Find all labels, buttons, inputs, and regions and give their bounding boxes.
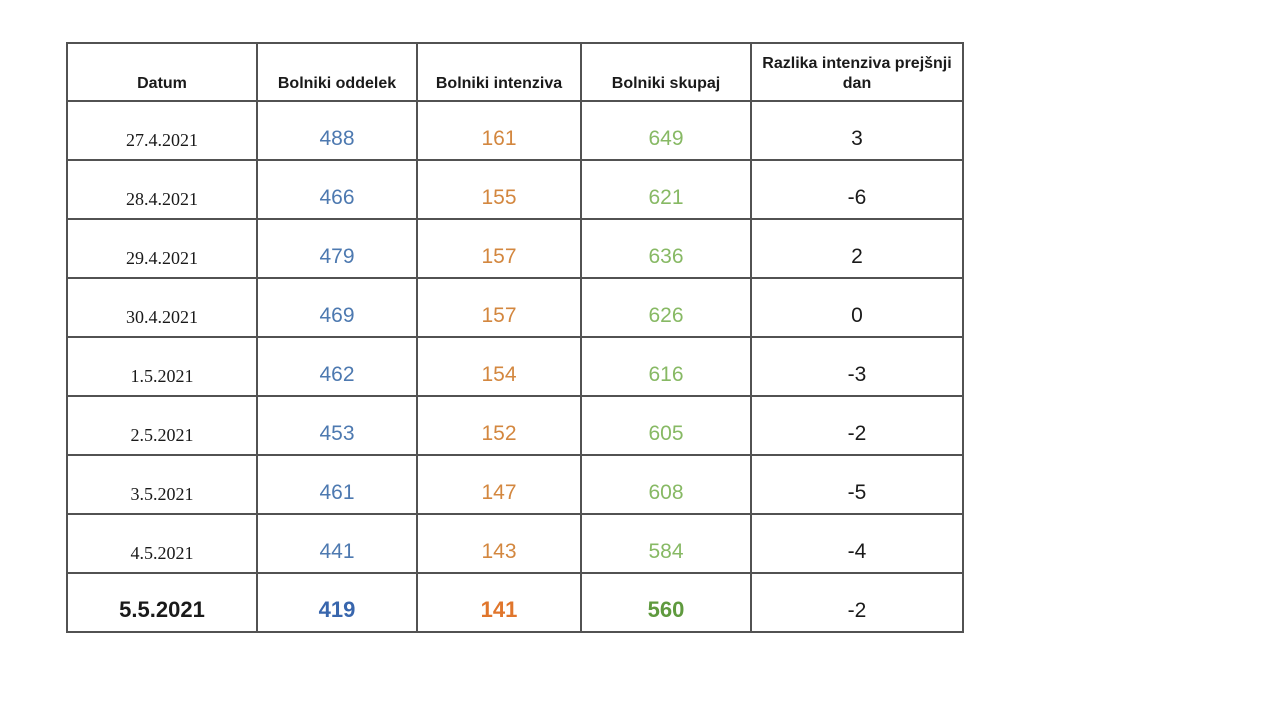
column-header-intenziva: Bolniki intenziva	[416, 42, 582, 102]
total-count-cell: 649	[580, 100, 752, 161]
icu-count-cell: 143	[416, 513, 582, 574]
icu-count-cell: 155	[416, 159, 582, 220]
table-row: 30.4.2021 469 157 626 0	[66, 277, 964, 338]
icu-diff-cell: -6	[750, 159, 964, 220]
date-cell: 1.5.2021	[66, 336, 258, 397]
ward-count-cell: 419	[256, 572, 418, 633]
table-row: 4.5.2021 441 143 584 -4	[66, 513, 964, 574]
icu-diff-cell: 0	[750, 277, 964, 338]
column-header-skupaj: Bolniki skupaj	[580, 42, 752, 102]
total-count-cell: 605	[580, 395, 752, 456]
date-cell: 4.5.2021	[66, 513, 258, 574]
table-row: 2.5.2021 453 152 605 -2	[66, 395, 964, 456]
icu-count-cell: 157	[416, 218, 582, 279]
date-cell: 29.4.2021	[66, 218, 258, 279]
icu-count-cell: 157	[416, 277, 582, 338]
icu-diff-cell: -5	[750, 454, 964, 515]
icu-diff-cell: -2	[750, 395, 964, 456]
ward-count-cell: 466	[256, 159, 418, 220]
header-row: Datum Bolniki oddelek Bolniki intenziva …	[66, 42, 964, 102]
column-header-oddelek: Bolniki oddelek	[256, 42, 418, 102]
date-cell: 2.5.2021	[66, 395, 258, 456]
icu-count-cell: 161	[416, 100, 582, 161]
ward-count-cell: 488	[256, 100, 418, 161]
total-count-cell: 608	[580, 454, 752, 515]
table-row: 5.5.2021 419 141 560 -2	[66, 572, 964, 633]
icu-count-cell: 154	[416, 336, 582, 397]
table-row: 27.4.2021 488 161 649 3	[66, 100, 964, 161]
total-count-cell: 616	[580, 336, 752, 397]
ward-count-cell: 453	[256, 395, 418, 456]
date-cell: 3.5.2021	[66, 454, 258, 515]
icu-diff-cell: 3	[750, 100, 964, 161]
ward-count-cell: 469	[256, 277, 418, 338]
icu-diff-cell: 2	[750, 218, 964, 279]
date-cell: 30.4.2021	[66, 277, 258, 338]
column-header-datum: Datum	[66, 42, 258, 102]
date-cell: 28.4.2021	[66, 159, 258, 220]
table-row: 28.4.2021 466 155 621 -6	[66, 159, 964, 220]
date-cell: 5.5.2021	[66, 572, 258, 633]
total-count-cell: 584	[580, 513, 752, 574]
icu-diff-cell: -3	[750, 336, 964, 397]
ward-count-cell: 462	[256, 336, 418, 397]
hospital-patients-table: Datum Bolniki oddelek Bolniki intenziva …	[66, 42, 964, 633]
total-count-cell: 560	[580, 572, 752, 633]
icu-count-cell: 152	[416, 395, 582, 456]
column-header-razlika: Razlika intenziva prejšnji dan	[750, 42, 964, 102]
total-count-cell: 621	[580, 159, 752, 220]
ward-count-cell: 479	[256, 218, 418, 279]
icu-count-cell: 147	[416, 454, 582, 515]
total-count-cell: 636	[580, 218, 752, 279]
table-row: 1.5.2021 462 154 616 -3	[66, 336, 964, 397]
table-row: 29.4.2021 479 157 636 2	[66, 218, 964, 279]
ward-count-cell: 461	[256, 454, 418, 515]
total-count-cell: 626	[580, 277, 752, 338]
icu-diff-cell: -4	[750, 513, 964, 574]
table-body: 27.4.2021 488 161 649 3 28.4.2021 466 15…	[66, 100, 964, 633]
icu-count-cell: 141	[416, 572, 582, 633]
table-row: 3.5.2021 461 147 608 -5	[66, 454, 964, 515]
date-cell: 27.4.2021	[66, 100, 258, 161]
ward-count-cell: 441	[256, 513, 418, 574]
icu-diff-cell: -2	[750, 572, 964, 633]
